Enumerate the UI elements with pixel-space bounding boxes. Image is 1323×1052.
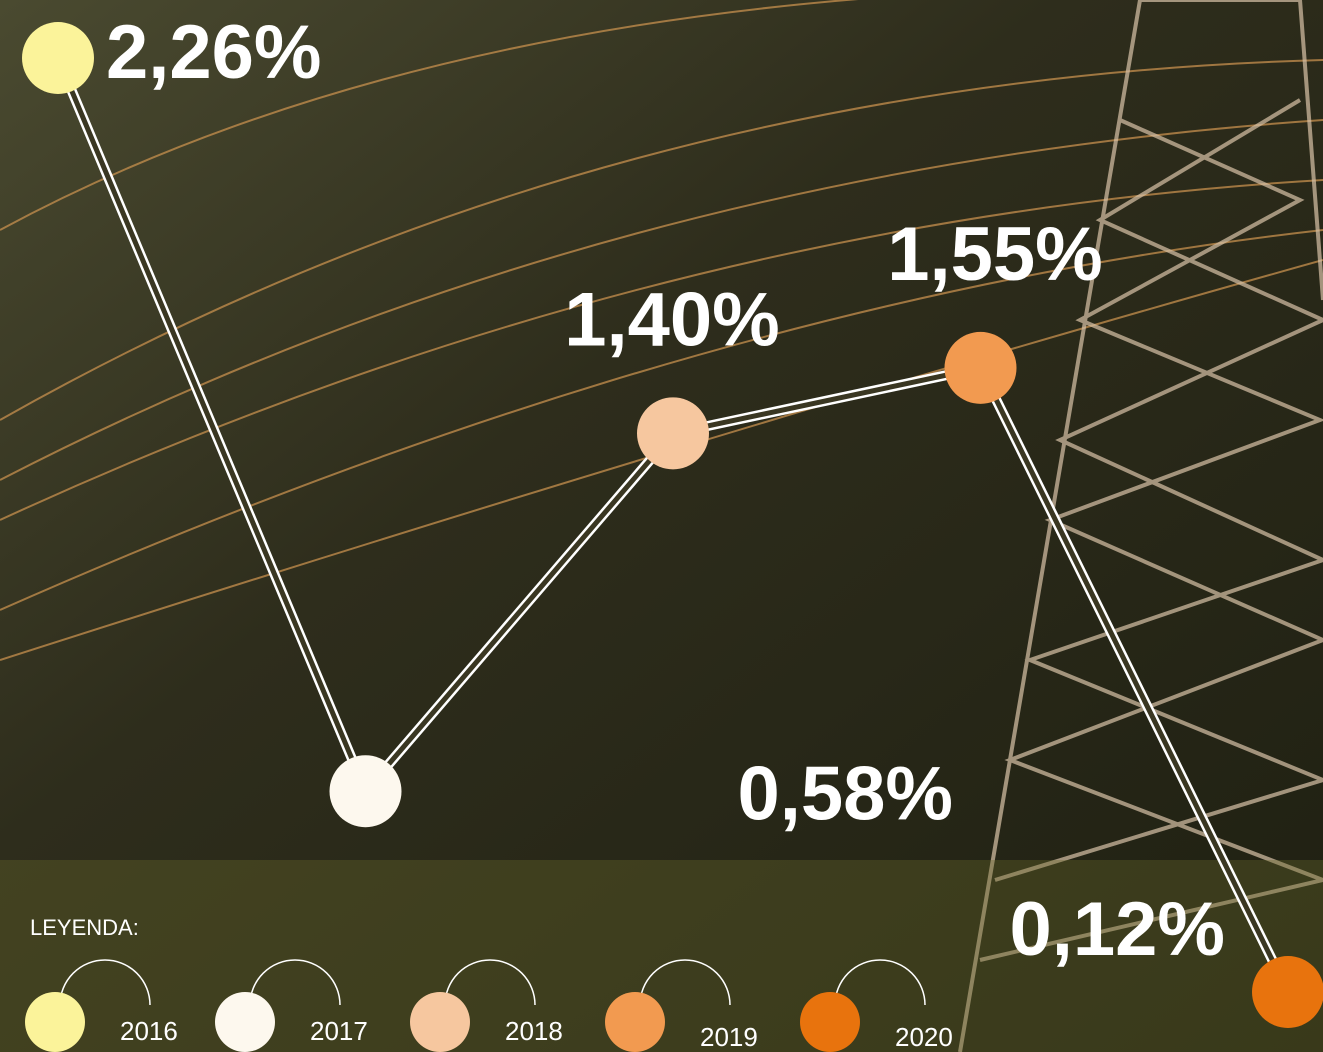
legend-arc [249, 959, 341, 1006]
value-label: 1,40% [564, 277, 780, 362]
point [944, 331, 1017, 404]
legend-swatch [605, 992, 665, 1052]
value-label: 0,12% [1010, 887, 1226, 972]
value-label: 1,55% [887, 212, 1103, 297]
legend-swatch [215, 992, 275, 1052]
legend-title: LEYENDA: [30, 915, 139, 940]
point [329, 755, 402, 828]
point [22, 22, 94, 94]
legend-label: 2019 [700, 1022, 758, 1052]
legend-label: 2018 [505, 1016, 563, 1046]
legend-label: 2017 [310, 1016, 368, 1046]
legend-swatch [410, 992, 470, 1052]
legend-swatch [800, 992, 860, 1052]
legend-label: 2016 [120, 1016, 178, 1046]
legend-arc [639, 959, 731, 1006]
point [1252, 956, 1323, 1028]
value-label: 0,58% [738, 751, 954, 836]
legend-swatch [25, 992, 85, 1052]
point [637, 397, 709, 470]
legend-arc [59, 959, 151, 1006]
value-label: 2,26% [106, 10, 322, 95]
legend-arc [444, 959, 536, 1006]
legend-arc [834, 959, 926, 1006]
legend-label: 2020 [895, 1022, 953, 1052]
power-lines [0, 0, 1323, 661]
